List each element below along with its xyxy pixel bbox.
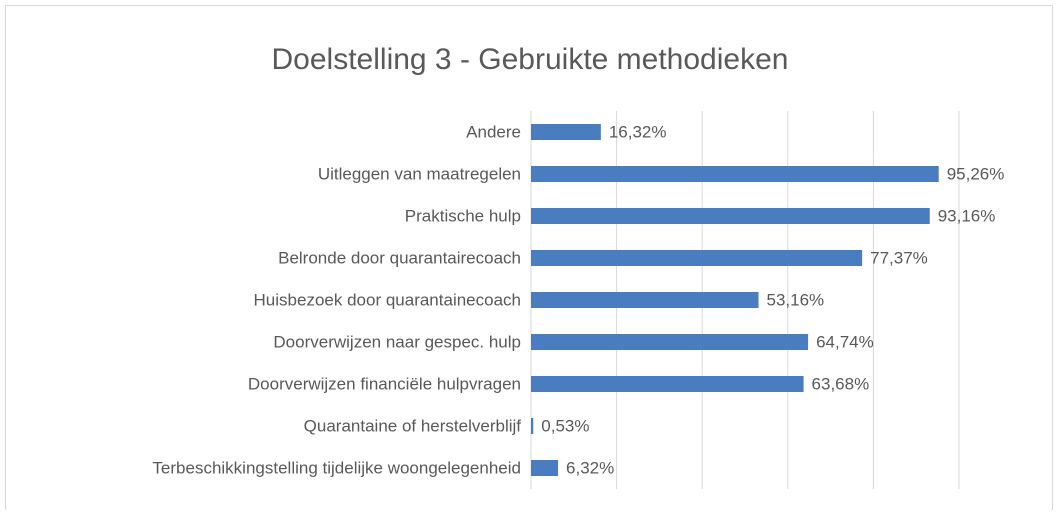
value-label: 64,74% [816,332,874,351]
bar [531,292,759,308]
bar [531,376,804,392]
y-tick-label: Doorverwijzen naar gespec. hulp [273,332,521,351]
y-tick-label: Belronde door quarantairecoach [278,248,521,267]
bar [531,334,809,350]
bar [531,124,601,140]
value-label: 63,68% [812,374,870,393]
value-label: 53,16% [767,290,825,309]
value-label: 6,32% [566,458,614,477]
value-label: 77,37% [870,248,928,267]
chart-frame [5,5,1053,515]
bar [531,418,534,434]
y-tick-label: Doorverwijzen financiële hulpvragen [248,374,521,393]
chart-title: Doelstelling 3 - Gebruikte methodieken [272,43,789,76]
y-tick-label: Praktische hulp [405,206,521,225]
y-tick-label: Quarantaine of herstelverblijf [304,416,522,435]
value-label: 0,53% [541,416,589,435]
y-tick-label: Huisbezoek door quarantainecoach [254,290,521,309]
bar [531,166,939,182]
bar [531,250,863,266]
y-tick-label: Uitleggen van maatregelen [318,164,521,183]
y-tick-label: Andere [466,122,521,141]
value-label: 93,16% [938,206,996,225]
y-tick-label: Terbeschikkingstelling tijdelijke woonge… [152,458,521,477]
value-label: 16,32% [609,122,667,141]
value-label: 95,26% [947,164,1005,183]
bar [531,208,930,224]
bar [531,460,559,476]
